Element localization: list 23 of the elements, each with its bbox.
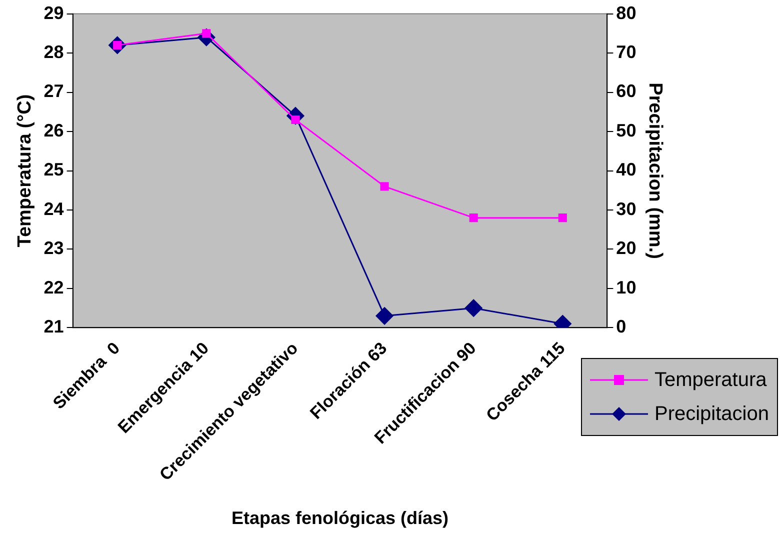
y2-tick-label: 50	[616, 120, 636, 140]
y2-axis-title: Precipitacion (mm.)	[644, 82, 666, 259]
y-tick-label: 24	[44, 198, 64, 219]
y2-tick-label: 80	[616, 2, 636, 23]
y2-tick-label: 30	[616, 198, 636, 219]
y-tick-label: 25	[44, 160, 64, 180]
y-tick-label: 29	[44, 2, 64, 23]
y2-tick-label: 40	[616, 160, 636, 180]
y-tick-label: 21	[44, 316, 64, 337]
legend-label: Precipitacion	[654, 402, 769, 426]
y-tick-label: 26	[44, 120, 64, 140]
y2-tick-label: 0	[616, 316, 626, 337]
y2-tick-label: 60	[616, 81, 636, 102]
y2-tick-label: 20	[616, 238, 636, 258]
legend-label: Temperatura	[654, 368, 767, 392]
y-tick-label: 28	[44, 42, 64, 62]
y2-tick-label: 10	[616, 277, 636, 298]
y-axis-title: Temperatura (°C)	[14, 94, 36, 248]
y-tick-label: 23	[44, 238, 64, 258]
y-tick-label: 22	[44, 277, 64, 298]
x-axis-title: Etapas fenológicas (días)	[231, 508, 449, 528]
y-tick-label: 27	[44, 81, 64, 102]
y2-tick-label: 70	[616, 42, 636, 62]
